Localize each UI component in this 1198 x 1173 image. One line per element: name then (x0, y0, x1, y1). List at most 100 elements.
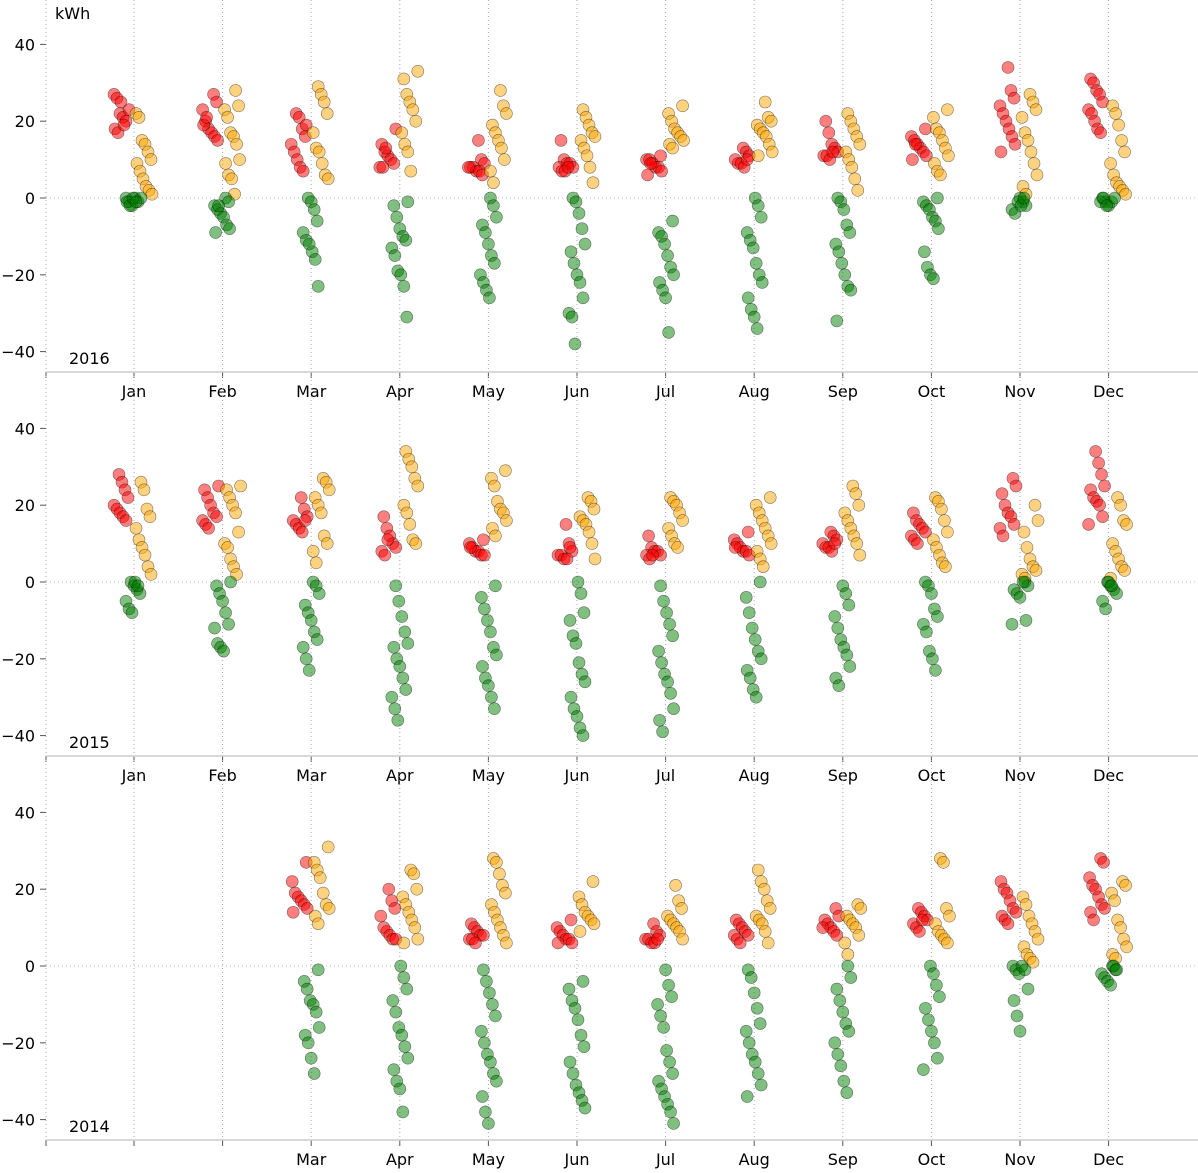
data-point-red (733, 936, 747, 950)
data-point-red (826, 145, 840, 159)
data-point-green (311, 280, 325, 293)
data-point-green (663, 617, 676, 631)
data-point-green (395, 1028, 409, 1042)
data-point-green (391, 713, 405, 727)
data-point-orange (1031, 514, 1045, 527)
panel-2016: Jan Feb Mar Apr May Jun Jul Aug Sep Oct Nov Dec 40 20… (1, 0, 1198, 401)
data-point-red (559, 518, 573, 531)
data-point-orange (1024, 145, 1038, 159)
data-point-red (1087, 913, 1100, 927)
data-point-green (576, 729, 590, 742)
data-point-green (479, 1105, 492, 1119)
data-point-red (388, 902, 402, 915)
y-tick-label: 20 (15, 112, 35, 131)
data-point-green (661, 675, 674, 689)
data-point-orange (941, 103, 954, 116)
data-point-orange (129, 521, 143, 535)
data-point-green (224, 575, 237, 589)
data-point-green (1019, 614, 1033, 627)
x-tick-label: Jul (655, 766, 675, 785)
data-point-orange (1021, 134, 1035, 147)
data-point-orange (322, 483, 336, 497)
data-point-green (478, 1036, 491, 1050)
data-point-red (655, 164, 668, 178)
data-point-red (913, 925, 926, 938)
data-point-green (488, 702, 501, 716)
data-point-red (477, 928, 490, 942)
data-point-orange (500, 936, 513, 950)
data-point-green (1013, 1024, 1027, 1038)
data-point-green (834, 1059, 848, 1073)
data-point-green (661, 249, 674, 262)
data-point-red (741, 525, 755, 539)
data-point-green (1013, 591, 1027, 604)
data-point-green (394, 959, 408, 973)
data-point-red (728, 541, 742, 554)
data-point-green (387, 1063, 401, 1076)
data-point-red (389, 541, 403, 554)
data-point-green (842, 598, 856, 612)
data-point-green (660, 1044, 673, 1057)
data-point-orange (219, 157, 232, 170)
data-point-orange (927, 111, 940, 124)
data-point-green (828, 610, 842, 623)
data-point-green (568, 1001, 582, 1015)
data-point-red (1007, 91, 1021, 105)
data-point-orange (397, 936, 411, 950)
data-point-green (1105, 579, 1118, 593)
data-point-green (930, 978, 943, 992)
data-point-orange (763, 491, 777, 504)
x-tick-label: Jun (564, 766, 590, 785)
data-point-green (398, 1040, 412, 1053)
data-point-green (828, 1036, 842, 1050)
data-point-orange (411, 64, 425, 78)
data-point-red (911, 537, 924, 550)
data-point-green (481, 614, 494, 627)
data-point-orange (489, 529, 502, 543)
data-point-orange (306, 544, 320, 558)
data-point-red (644, 157, 657, 170)
x-tick-label: Oct (918, 382, 946, 401)
data-point-green (739, 1024, 753, 1038)
data-point-red (830, 928, 844, 942)
data-point-green (401, 195, 415, 209)
data-point-orange (676, 932, 689, 946)
data-point-green (836, 1005, 850, 1019)
data-point-green (656, 725, 669, 739)
data-point-orange (230, 137, 243, 151)
x-tick-label: Sep (828, 766, 858, 785)
data-point-red (379, 141, 393, 155)
data-point-red (642, 529, 655, 543)
data-point-green (308, 253, 322, 266)
data-point-green (748, 633, 762, 646)
data-point-orange (853, 137, 867, 151)
data-point-red (378, 548, 392, 562)
data-point-green (397, 280, 411, 293)
data-point-orange (758, 925, 772, 938)
data-point-orange (494, 84, 507, 97)
data-point-green (919, 1001, 932, 1015)
data-point-red (298, 514, 312, 527)
data-point-red (551, 936, 565, 950)
data-point-green (831, 621, 845, 635)
data-point-orange (938, 514, 951, 527)
data-point-green (572, 207, 586, 220)
data-point-green (660, 606, 673, 620)
data-point-orange (144, 568, 158, 581)
data-point-green (563, 614, 577, 627)
data-point-orange (587, 502, 601, 516)
data-point-green (749, 256, 763, 270)
data-point-green (927, 272, 940, 285)
data-point-green (387, 199, 401, 212)
data-point-green (931, 191, 944, 205)
data-point-green (564, 245, 578, 259)
data-point-orange (488, 479, 501, 493)
data-point-green (483, 291, 496, 305)
data-point-red (816, 921, 830, 934)
data-point-red (296, 164, 310, 178)
data-point-green (401, 1051, 415, 1065)
x-tick-label: Nov (1004, 1150, 1035, 1169)
data-point-red (1095, 468, 1108, 481)
data-point-green (578, 675, 592, 689)
x-tick-label: Aug (739, 382, 770, 401)
